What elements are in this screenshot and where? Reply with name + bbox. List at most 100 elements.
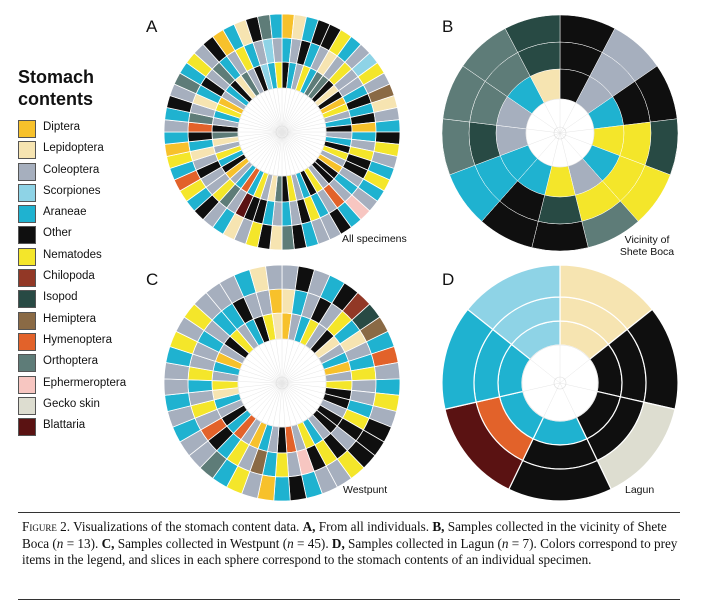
slice-60-ring-3-araneae xyxy=(269,13,283,39)
chart-b-label-line1: Vicinity of xyxy=(624,234,670,246)
panel-letter-d: D xyxy=(442,270,455,289)
center-spoke xyxy=(281,131,301,173)
center-spoke xyxy=(281,131,326,142)
center-spoke xyxy=(253,349,283,384)
slice-45-ring-3-araneae xyxy=(163,131,189,145)
center-spoke xyxy=(281,131,324,146)
center-spoke xyxy=(277,88,283,133)
chart-d-label: Lagun xyxy=(625,484,655,496)
center-spoke xyxy=(526,128,561,134)
legend-swatch xyxy=(18,141,36,160)
center-hub xyxy=(553,126,567,140)
caption-text-6: = 45). xyxy=(293,535,332,551)
sunburst-chart-c xyxy=(163,264,401,502)
center-spoke xyxy=(258,345,283,384)
slice-34-ring-2-araneae xyxy=(187,379,213,394)
center-spoke xyxy=(281,382,323,400)
center-spoke xyxy=(238,131,283,137)
center-spoke xyxy=(559,132,569,167)
center-spoke xyxy=(281,382,321,406)
caption-n-var-3: n xyxy=(501,535,509,551)
panel-letter-a: A xyxy=(146,17,158,36)
legend-swatch xyxy=(18,162,36,181)
caption-text-1: Visualizations of the stomach content da… xyxy=(70,519,303,534)
center-spoke xyxy=(281,353,315,384)
center-spoke xyxy=(281,382,298,425)
slice-15-ring-3-araneae xyxy=(375,119,401,133)
center-spoke xyxy=(281,131,292,176)
legend-label: Blattaria xyxy=(43,419,86,432)
center-spoke xyxy=(281,102,315,133)
center-spoke xyxy=(255,382,283,419)
legend-label: Other xyxy=(43,227,72,240)
center-spoke xyxy=(268,131,283,174)
caption-text-5: Samples collected in Westpunt ( xyxy=(114,535,288,551)
center-spoke xyxy=(281,131,323,151)
legend-item-scorpiones: Scorpiones xyxy=(18,183,168,204)
caption-text-8: = 7). Colors correspond to prey items in… xyxy=(22,535,678,568)
legend-item-orthoptera: Orthoptera xyxy=(18,353,168,374)
center-spoke xyxy=(531,113,561,134)
legend-label: Diptera xyxy=(43,121,81,133)
center-spoke xyxy=(249,353,283,384)
center-spoke xyxy=(263,342,283,384)
center-spoke xyxy=(278,382,283,427)
center-spoke xyxy=(559,132,583,159)
legend-swatch xyxy=(18,375,36,394)
center-spoke xyxy=(559,102,577,134)
slice-30-ring-3-orthoptera xyxy=(281,225,295,251)
center-spoke xyxy=(261,382,283,422)
legend-item-other: Other xyxy=(18,225,168,246)
center-spoke xyxy=(281,127,326,133)
center-hub xyxy=(275,376,289,390)
figure-label: Figure 2. xyxy=(22,519,71,534)
center-spoke xyxy=(249,102,283,133)
center-spoke xyxy=(530,359,561,384)
center-spoke xyxy=(281,131,321,155)
center-spoke xyxy=(281,345,306,384)
center-spoke xyxy=(281,382,325,394)
legend-swatch xyxy=(18,396,36,415)
center-spoke xyxy=(281,88,287,133)
center-spoke xyxy=(238,127,283,133)
center-spoke xyxy=(243,109,283,133)
center-spoke xyxy=(249,131,283,162)
legend-title-line2: contents xyxy=(18,89,94,109)
center-spoke xyxy=(528,132,561,146)
center-spoke xyxy=(281,382,286,427)
center-spoke xyxy=(240,118,283,133)
center-spoke xyxy=(251,382,283,415)
legend-swatch xyxy=(18,205,36,224)
center-spoke xyxy=(559,359,590,384)
legend-title-line1: Stomach xyxy=(18,67,95,87)
legend-swatch xyxy=(18,226,36,245)
center-spoke xyxy=(281,105,318,133)
center-spoke xyxy=(281,363,322,384)
center-spoke xyxy=(277,131,283,176)
slice-23-ring-2-nematodes xyxy=(275,452,289,478)
slice-34-ring-3-coleoptera xyxy=(163,378,189,396)
center-spoke xyxy=(281,382,309,419)
legend-label: Orthoptera xyxy=(43,355,98,368)
center-spoke xyxy=(255,96,283,133)
legend-label: Scorpiones xyxy=(43,184,101,197)
legend-item-hemiptera: Hemiptera xyxy=(18,311,168,332)
slice-45-ring-3-coleoptera xyxy=(265,264,283,291)
center-spoke xyxy=(281,339,289,384)
legend-swatch xyxy=(18,311,36,330)
legend-title: Stomach contents xyxy=(18,66,168,110)
legend-label: Nematodes xyxy=(43,248,102,261)
chart-b-label: Vicinity of Shete Boca xyxy=(612,234,682,258)
panel-letter-c: C xyxy=(146,270,159,289)
center-spoke xyxy=(281,375,326,384)
center-spoke xyxy=(272,88,283,133)
legend-swatch xyxy=(18,269,36,288)
center-spoke xyxy=(281,122,326,133)
center-spoke xyxy=(238,375,283,384)
legend-label: Hemiptera xyxy=(43,312,97,325)
slice-23-ring-3-araneae xyxy=(273,476,291,502)
center-spoke xyxy=(238,131,283,142)
panel-letter-b: B xyxy=(442,17,454,36)
caption-text-2: From all individuals. xyxy=(315,519,433,534)
center-spoke xyxy=(281,342,301,384)
